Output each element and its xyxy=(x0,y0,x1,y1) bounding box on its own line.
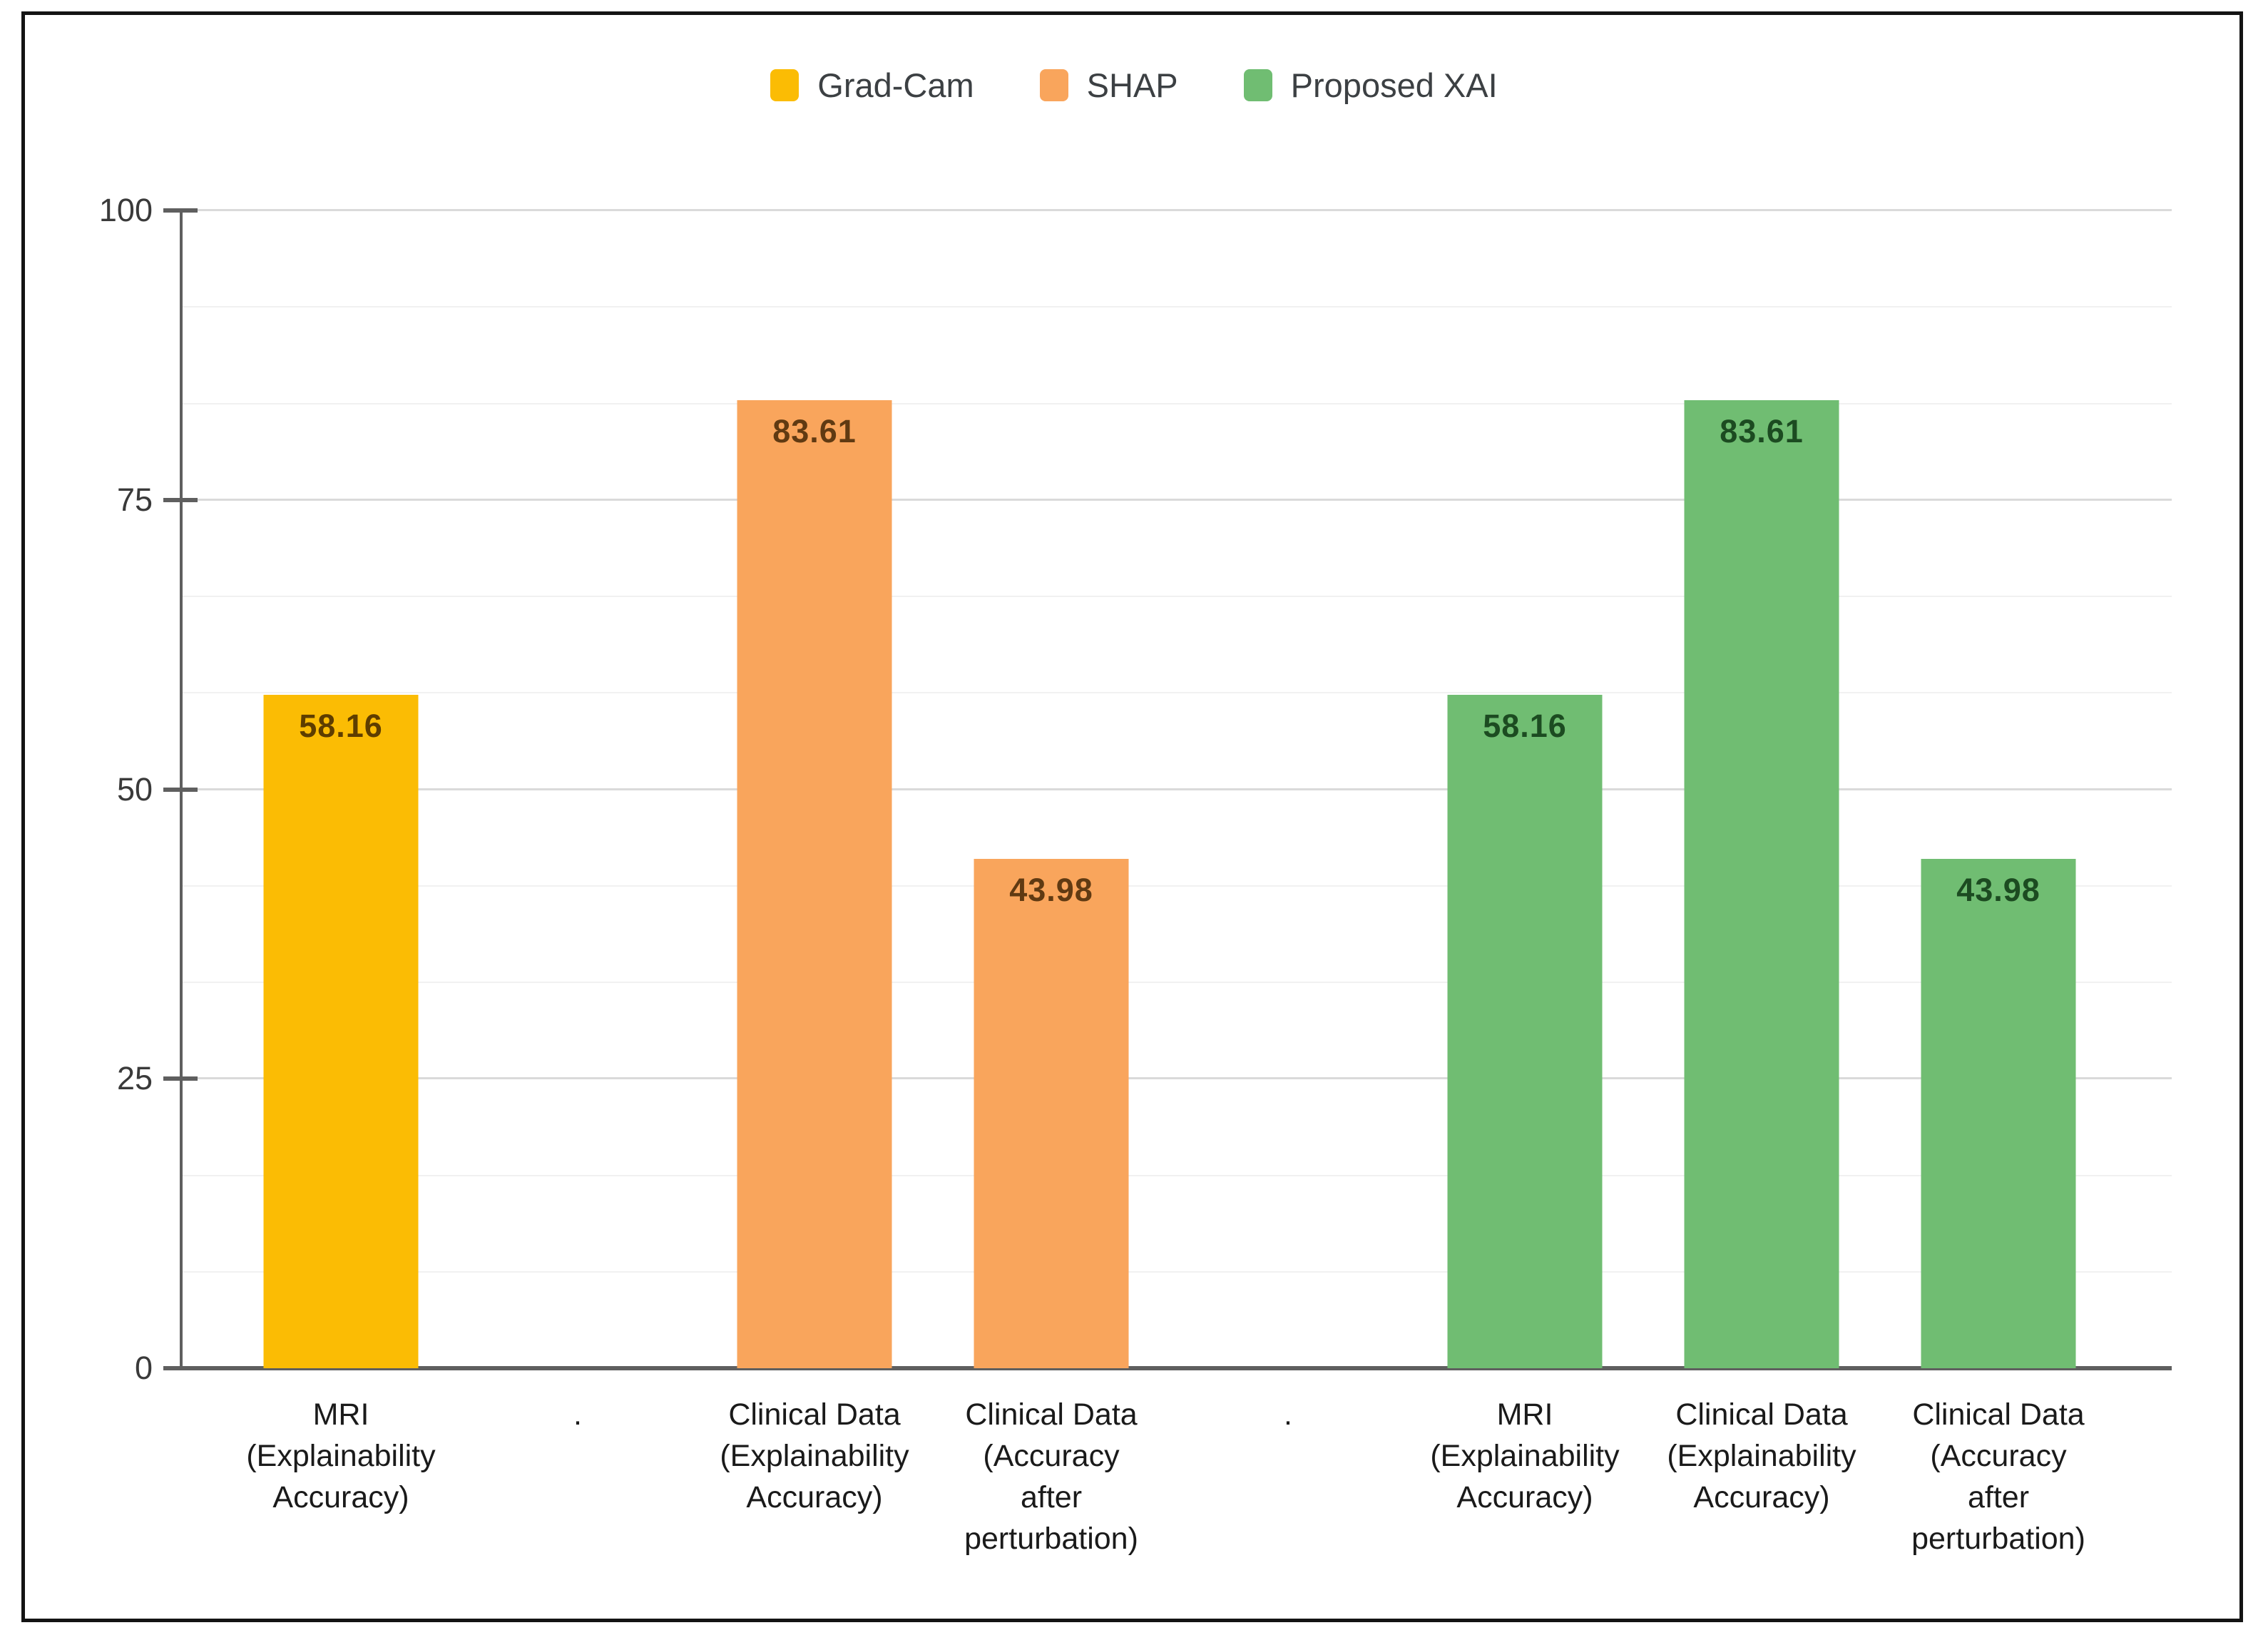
legend-label: Grad-Cam xyxy=(817,66,974,104)
gridline-minor xyxy=(180,885,2172,887)
category-label: . xyxy=(573,1397,582,1432)
y-axis-tick xyxy=(163,1366,198,1370)
legend-swatch-proposed-xai xyxy=(1243,69,1272,101)
category-slot: 83.61 Clinical Data (Explainability Accur… xyxy=(696,210,933,1514)
bar-value-label: 58.16 xyxy=(1483,708,1567,745)
x-axis-line xyxy=(180,1366,2172,1370)
category-label: Clinical Data (Explainability Accuracy) xyxy=(720,1397,909,1514)
chart-legend: Grad-Cam SHAP Proposed XAI xyxy=(0,66,2268,105)
category-slot: 83.61 Clinical Data (Explainability Accur… xyxy=(1643,210,1880,1514)
gridline-minor xyxy=(180,1270,2172,1273)
category-label: MRI (Explainability Accuracy) xyxy=(246,1397,436,1514)
y-axis-tick-label: 75 xyxy=(116,481,153,518)
gridline-major xyxy=(180,788,2172,790)
gridline-minor xyxy=(180,692,2172,694)
legend-swatch-shap xyxy=(1039,69,1068,101)
bar-value-label: 43.98 xyxy=(1009,872,1093,909)
category-label: . xyxy=(1284,1397,1292,1432)
plot-area: 0 25 50 75 100 58.16 MRI (Explainability Accu… xyxy=(99,192,2172,1556)
y-axis-tick xyxy=(163,497,198,502)
bar-slots: 58.16 MRI (Explainability Accuracy). 83.61… xyxy=(223,210,2117,1556)
y-axis-tick-label: 0 xyxy=(134,1350,153,1386)
y-axis-tick-label: 100 xyxy=(98,192,153,228)
legend-label: Proposed XAI xyxy=(1290,66,1498,104)
legend-swatch-grad-cam xyxy=(770,69,800,101)
legend-label: SHAP xyxy=(1086,66,1178,104)
bar-value-label: 43.98 xyxy=(1956,872,2040,909)
bar-proposed-xai: 43.98 xyxy=(1921,859,2076,1368)
category-label: Clinical Data (Accuracy after perturbati… xyxy=(964,1397,1138,1556)
gridline-minor xyxy=(180,1174,2172,1176)
bar-grad-cam: 58.16 xyxy=(263,695,419,1368)
y-axis-tick xyxy=(163,1076,198,1081)
legend-item-proposed-xai: Proposed XAI xyxy=(1243,66,1498,105)
y-axis-tick-label: 25 xyxy=(116,1060,153,1097)
y-axis-tick-label: 50 xyxy=(116,770,153,808)
bar-proposed-xai: 83.61 xyxy=(1684,400,1839,1368)
category-label: MRI (Explainability Accuracy) xyxy=(1430,1397,1620,1514)
category-slot: . xyxy=(459,210,696,1432)
category-label: Clinical Data (Accuracy after perturbati… xyxy=(1911,1397,2085,1556)
legend-item-shap: SHAP xyxy=(1039,66,1178,105)
bar-proposed-xai: 58.16 xyxy=(1447,695,1603,1368)
gridline-minor xyxy=(180,596,2172,598)
gridline-major xyxy=(180,1077,2172,1080)
bar-value-label: 83.61 xyxy=(1720,413,1804,450)
bar-shap: 43.98 xyxy=(974,859,1129,1368)
category-slot: 43.98 Clinical Data (Accuracy after pertu… xyxy=(1880,210,2117,1556)
legend-item-grad-cam: Grad-Cam xyxy=(770,66,974,105)
bar-value-label: 83.61 xyxy=(772,413,857,450)
category-label: Clinical Data (Explainability Accuracy) xyxy=(1667,1397,1856,1514)
category-slot: 43.98 Clinical Data (Accuracy after pertu… xyxy=(933,210,1170,1556)
category-slot: 58.16 MRI (Explainability Accuracy) xyxy=(1406,210,1643,1514)
gridline-major xyxy=(180,498,2172,501)
bar-value-label: 58.16 xyxy=(299,708,383,745)
gridline-minor xyxy=(180,982,2172,984)
gridline-minor xyxy=(180,402,2172,404)
gridline-major xyxy=(180,209,2172,211)
y-axis-tick xyxy=(163,787,198,792)
category-slot: 58.16 MRI (Explainability Accuracy) xyxy=(223,210,459,1514)
gridline-minor xyxy=(180,306,2172,308)
bar-shap: 83.61 xyxy=(737,400,892,1368)
y-axis-tick xyxy=(163,208,198,213)
category-slot: . xyxy=(1170,210,1406,1432)
